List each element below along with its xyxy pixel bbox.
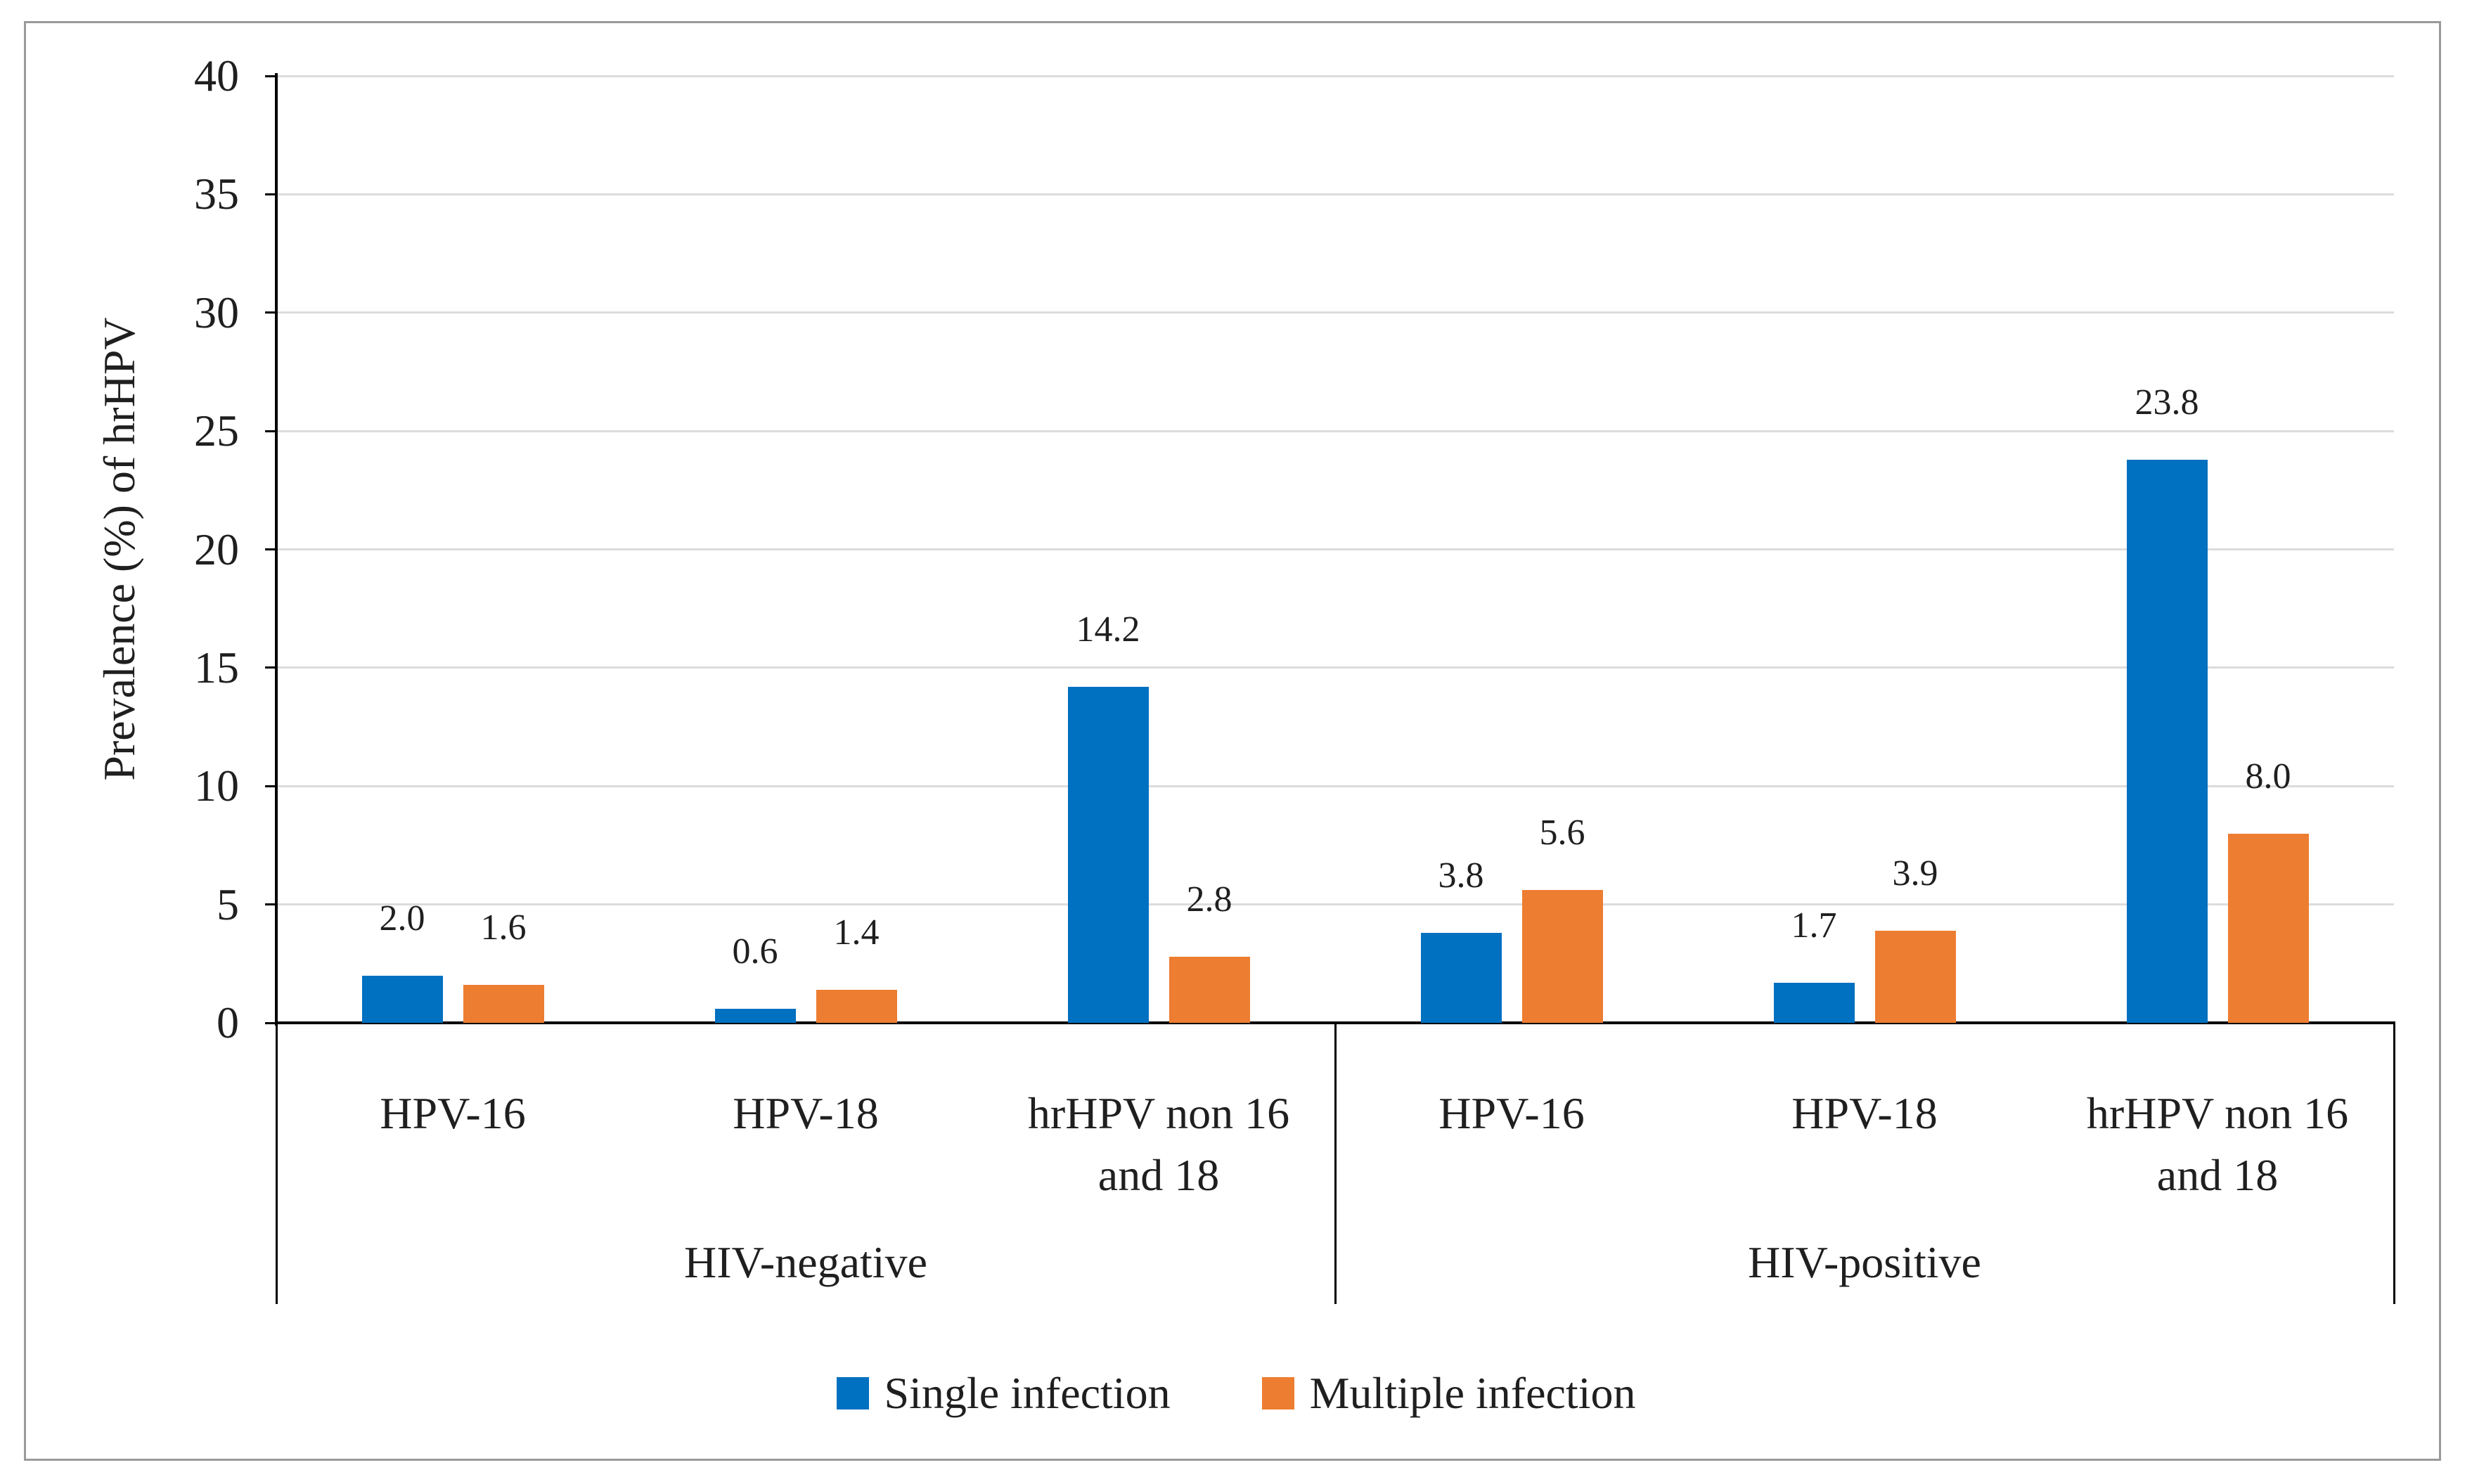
y-tick-mark-25: [265, 430, 276, 432]
category-label-5: hrHPV non 16 and 18: [2086, 1088, 2349, 1200]
data-label-single-infection-0: 2.0: [379, 898, 425, 938]
legend-swatch-multiple-infection: [1261, 1377, 1294, 1409]
legend-item-multiple-infection: Multiple infection: [1261, 1367, 1636, 1420]
category-label-1: HPV-18: [733, 1088, 879, 1138]
bar-single-infection-2: [1067, 686, 1149, 1023]
bar-single-infection-1: [714, 1008, 796, 1023]
data-label-multiple-infection-4: 3.9: [1892, 853, 1938, 893]
legend-item-single-infection: Single infection: [836, 1367, 1171, 1420]
bar-multiple-infection-3: [1521, 890, 1603, 1023]
y-tick-label-40: 40: [194, 51, 239, 101]
bar-single-infection-0: [361, 975, 443, 1023]
data-label-single-infection-2: 14.2: [1076, 609, 1140, 650]
category-label-4: HPV-18: [1791, 1088, 1938, 1138]
y-tick-mark-15: [265, 666, 276, 669]
category-label-3: HPV-16: [1438, 1088, 1585, 1138]
group-label-1: HIV-positive: [1748, 1237, 1981, 1287]
bar-multiple-infection-1: [816, 989, 897, 1023]
y-tick-label-10: 10: [194, 761, 239, 811]
legend-label-single-infection: Single infection: [884, 1368, 1171, 1418]
y-tick-label-35: 35: [194, 169, 239, 219]
figure-border: [24, 21, 2441, 1461]
bar-single-infection-4: [1773, 982, 1855, 1023]
y-tick-mark-30: [265, 311, 276, 314]
data-label-multiple-infection-2: 2.8: [1186, 879, 1232, 920]
bar-multiple-infection-5: [2227, 833, 2309, 1023]
y-tick-label-15: 15: [194, 642, 239, 692]
bar-multiple-infection-2: [1169, 956, 1250, 1023]
bar-multiple-infection-0: [463, 985, 544, 1023]
data-label-multiple-infection-1: 1.4: [833, 912, 880, 953]
y-tick-mark-0: [265, 1021, 276, 1024]
data-label-single-infection-4: 1.7: [1791, 905, 1837, 946]
bar-multiple-infection-4: [1874, 930, 1956, 1023]
y-tick-mark-35: [265, 193, 276, 195]
group-separator-0: [275, 1023, 278, 1304]
gridline-25: [276, 430, 2394, 432]
y-axis-line: [275, 73, 278, 1026]
gridline-20: [276, 548, 2394, 550]
group-label-0: HIV-negative: [684, 1237, 927, 1287]
gridline-5: [276, 903, 2394, 906]
gridline-10: [276, 785, 2394, 787]
gridline-15: [276, 666, 2394, 669]
data-label-multiple-infection-5: 8.0: [2245, 756, 2291, 796]
bar-single-infection-3: [1420, 933, 1502, 1023]
data-label-single-infection-1: 0.6: [732, 931, 778, 972]
gridline-30: [276, 311, 2394, 314]
y-tick-label-20: 20: [194, 524, 239, 574]
legend-label-multiple-infection: Multiple infection: [1309, 1368, 1636, 1418]
legend-swatch-single-infection: [836, 1377, 869, 1409]
data-label-single-infection-3: 3.8: [1438, 856, 1484, 896]
legend: Single infection Multiple infection: [0, 1367, 2472, 1420]
y-tick-mark-40: [265, 75, 276, 77]
data-label-multiple-infection-0: 1.6: [480, 908, 527, 948]
y-tick-label-30: 30: [194, 287, 239, 337]
gridline-40: [276, 75, 2394, 77]
y-tick-label-0: 0: [217, 998, 239, 1047]
y-tick-mark-10: [265, 785, 276, 787]
group-separator-2: [2393, 1023, 2395, 1304]
y-tick-label-25: 25: [194, 406, 239, 456]
gridline-35: [276, 193, 2394, 195]
data-label-multiple-infection-3: 5.6: [1539, 813, 1585, 853]
category-label-0: HPV-16: [380, 1088, 526, 1138]
y-tick-label-5: 5: [217, 879, 239, 929]
bar-single-infection-5: [2126, 459, 2208, 1023]
y-tick-mark-5: [265, 903, 276, 906]
group-separator-1: [1334, 1023, 1337, 1304]
data-label-single-infection-5: 23.8: [2135, 382, 2199, 422]
y-tick-mark-20: [265, 548, 276, 550]
category-label-2: hrHPV non 16 and 18: [1027, 1088, 1290, 1200]
